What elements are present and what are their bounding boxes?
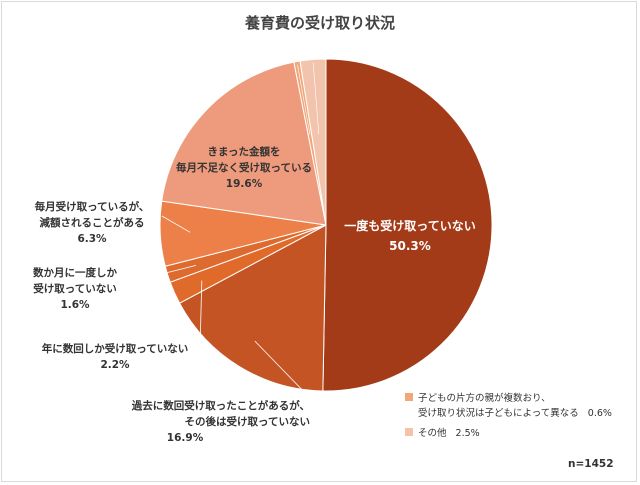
sample-size: n=1452 <box>568 458 614 470</box>
leader-line <box>129 265 197 283</box>
leader-line <box>254 340 313 401</box>
label-received-a-few-times: 過去に数回受け取ったことがあるが、 その後は受け取っていない 16.9% <box>131 400 310 444</box>
legend-swatch-multiple-parents <box>405 393 413 401</box>
label-few-times-a-year: 年に数回しか受け取っていない 2.2% <box>41 343 189 371</box>
label-fixed-amount-monthly: きまった金額を 毎月不足なく受け取っている 19.6% <box>176 146 312 190</box>
label-never-received: 一度も受け取っていない 50.3% <box>344 219 476 253</box>
legend-item-other: その他 2.5% <box>405 426 480 441</box>
slice-fixed-amount-monthly <box>161 61 327 226</box>
chart-title: 養育費の受け取り状況 <box>244 14 395 32</box>
label-monthly-reduced: 毎月受け取っているが、 減額されることがある 6.3% <box>34 201 150 245</box>
label-once-in-months: 数か月に一度しか 受け取っていない 1.6% <box>33 267 117 311</box>
slice-other <box>299 58 327 226</box>
slice-received-a-few-times <box>178 224 327 392</box>
legend-item-multiple-parents: 子どもの片方の親が複数おり、 受け取り状況は子どもによって異なる 0.6% <box>405 391 612 421</box>
slice-never-received <box>322 58 493 392</box>
leader-line <box>199 280 203 350</box>
leader-line <box>297 64 311 136</box>
leader-line <box>312 62 320 135</box>
leader-line <box>161 215 191 233</box>
legend-swatch-other <box>405 428 413 436</box>
